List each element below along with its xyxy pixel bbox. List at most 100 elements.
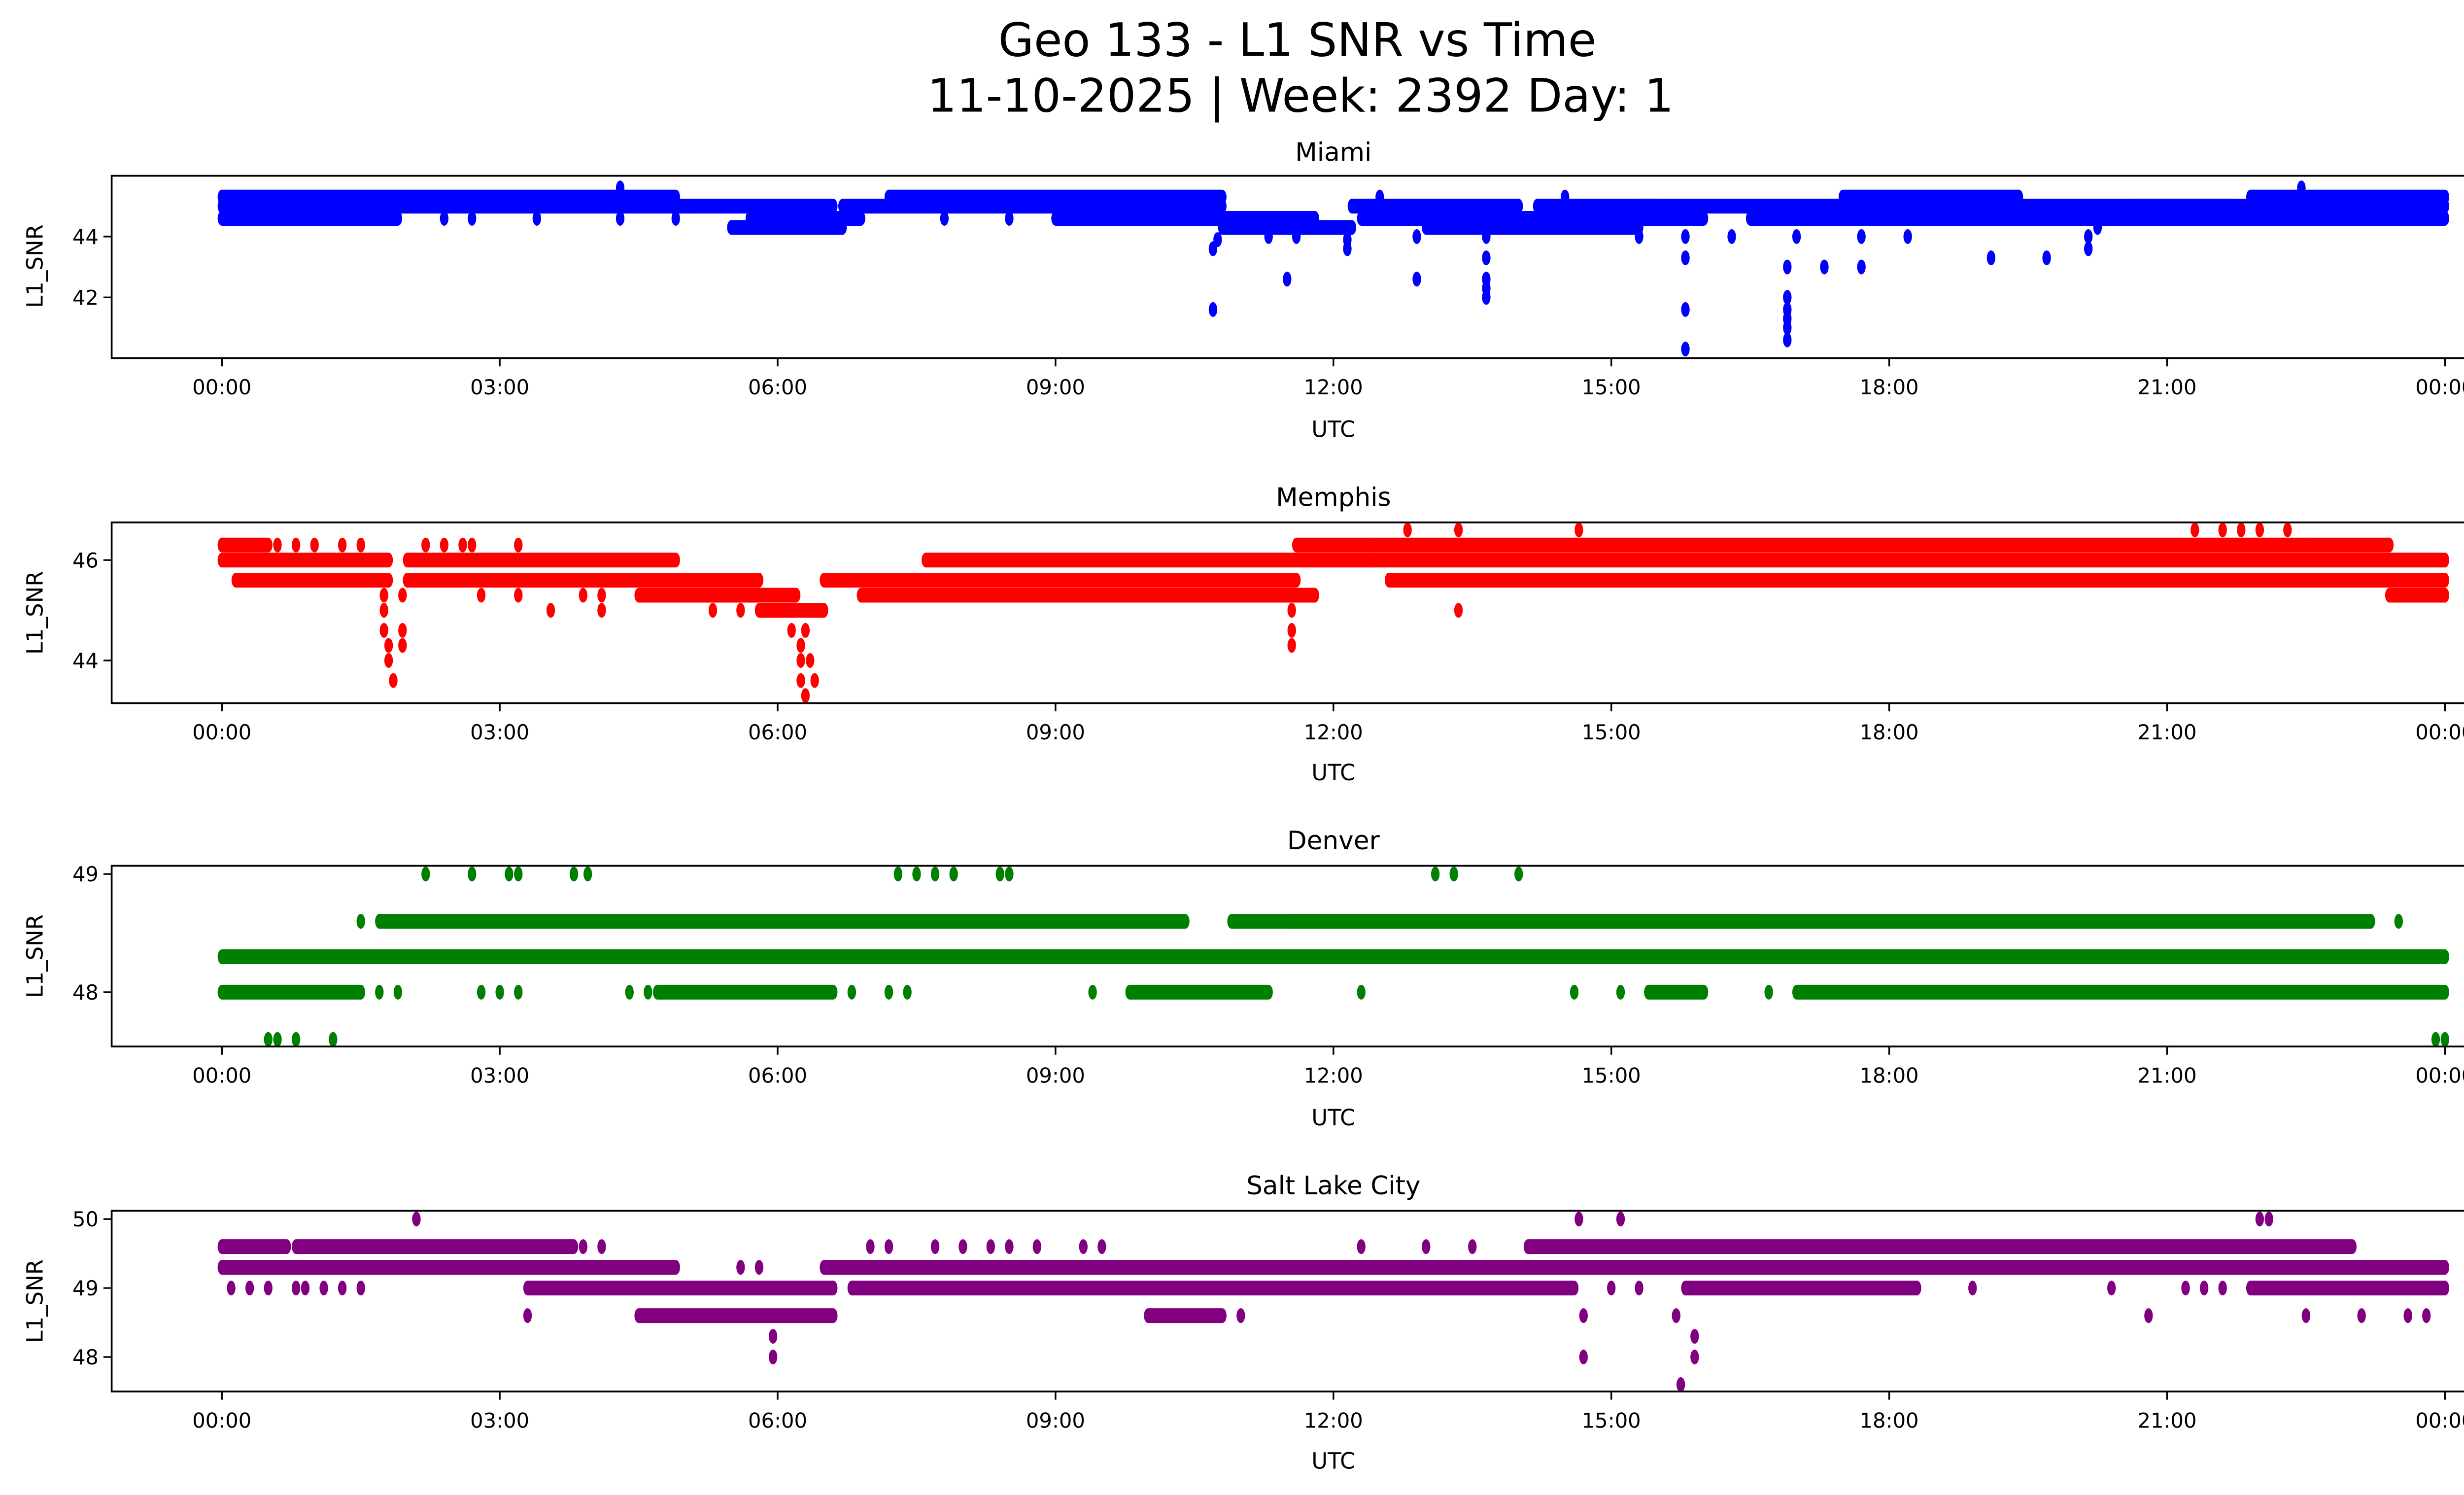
- scatter-point-10: [597, 1239, 606, 1254]
- x-axis-label: UTC: [1311, 417, 1355, 443]
- scatter-band-1: [217, 984, 365, 1000]
- scatter-point-32: [569, 867, 579, 882]
- scatter-band-9: [1144, 1308, 1227, 1323]
- scatter-band-19: [1838, 189, 2023, 205]
- scatter-band-8: [884, 189, 1227, 205]
- x-tick-label: 06:00: [748, 720, 807, 744]
- scatter-point-35: [912, 867, 921, 882]
- scatter-band-14: [1422, 220, 1643, 235]
- scatter-point-2: [440, 210, 449, 226]
- scatter-point-39: [1454, 522, 1463, 538]
- scatter-point-19: [1375, 189, 1384, 205]
- scatter-marks: [217, 180, 2450, 357]
- scatter-band-5: [1283, 914, 2375, 929]
- scatter-point-5: [2440, 1032, 2450, 1047]
- scatter-band-12: [1366, 537, 2311, 553]
- x-tick-label: 09:00: [1026, 1408, 1085, 1432]
- scatter-point-19: [958, 1239, 967, 1254]
- scatter-point-16: [1292, 229, 1301, 244]
- y-tick-label: 42: [72, 285, 99, 310]
- x-tick-label: 21:00: [2137, 1408, 2196, 1432]
- scatter-point-33: [583, 867, 592, 882]
- figure-title-line1: Geo 133 - L1 SNR vs Time: [998, 13, 1597, 67]
- scatter-point-42: [2181, 1281, 2190, 1296]
- scatter-band-9: [1051, 210, 1227, 226]
- x-tick-label: 03:00: [470, 1063, 529, 1087]
- scatter-point-10: [1005, 210, 1014, 226]
- scatter-point-12: [736, 1260, 745, 1275]
- scatter-band-3: [403, 553, 680, 568]
- x-tick-label: 12:00: [1304, 1408, 1363, 1432]
- scatter-point-25: [1236, 1308, 1245, 1323]
- scatter-point-6: [616, 210, 625, 226]
- scatter-point-16: [866, 1239, 875, 1254]
- scatter-point-28: [1561, 189, 1570, 205]
- scatter-point-3: [329, 1032, 338, 1047]
- scatter-point-31: [1579, 1308, 1588, 1323]
- scatter-point-21: [1005, 1239, 1014, 1254]
- x-tick-label: 18:00: [1860, 375, 1919, 399]
- scatter-point-28: [1468, 1239, 1477, 1254]
- scatter-point-52: [2297, 180, 2306, 196]
- scatter-point-41: [1574, 522, 1583, 538]
- scatter-point-33: [806, 653, 815, 668]
- y-axis-ticks: 48 49 50: [72, 1207, 112, 1369]
- scatter-point-34: [810, 673, 819, 688]
- x-tick-label: 21:00: [2137, 720, 2196, 744]
- scatter-band-4: [634, 1308, 838, 1323]
- scatter-point-45: [2255, 1212, 2264, 1227]
- scatter-point-40: [2107, 1281, 2116, 1296]
- x-axis-label: UTC: [1311, 1105, 1355, 1131]
- x-tick-label: 00:00: [2415, 1408, 2464, 1432]
- scatter-band-2: [217, 1260, 680, 1275]
- x-tick-label: 00:00: [192, 720, 251, 744]
- scatter-band-9: [922, 553, 1375, 568]
- scatter-marks: [217, 867, 2450, 1047]
- x-axis-label: UTC: [1311, 1448, 1355, 1474]
- x-tick-label: 15:00: [1582, 1408, 1641, 1432]
- scatter-point-21: [1764, 984, 1773, 1000]
- x-tick-label: 00:00: [192, 1063, 251, 1087]
- scatter-point-7: [356, 1281, 365, 1296]
- scatter-band-8: [856, 588, 1319, 603]
- scatter-band-11: [1218, 220, 1357, 235]
- scatter-band-3: [523, 1281, 838, 1296]
- scatter-point-4: [532, 210, 542, 226]
- scatter-point-19: [514, 537, 523, 553]
- scatter-point-2: [310, 537, 319, 553]
- x-tick-label: 06:00: [748, 1408, 807, 1432]
- scatter-point-32: [1681, 302, 1690, 317]
- scatter-point-23: [1079, 1239, 1088, 1254]
- scatter-point-51: [2093, 220, 2102, 235]
- scatter-band-21: [2246, 189, 2450, 205]
- scatter-band-22: [2144, 210, 2450, 226]
- scatter-point-40: [1454, 603, 1463, 618]
- scatter-band-13: [1366, 553, 2450, 568]
- y-tick-label: 49: [72, 1276, 99, 1300]
- scatter-point-28: [796, 638, 805, 653]
- y-tick-label: 46: [72, 548, 99, 572]
- scatter-point-14: [768, 1329, 778, 1344]
- scatter-point-1: [273, 1032, 282, 1047]
- scatter-point-43: [2218, 522, 2227, 538]
- scatter-point-17: [468, 537, 477, 553]
- scatter-band-0: [217, 949, 2450, 964]
- scatter-point-12: [1213, 232, 1222, 247]
- scatter-point-31: [514, 867, 523, 882]
- scatter-point-15: [440, 537, 449, 553]
- scatter-band-2: [375, 914, 1190, 929]
- scatter-point-35: [1287, 603, 1296, 618]
- scatter-point-16: [458, 537, 467, 553]
- x-tick-label: 21:00: [2137, 375, 2196, 399]
- scatter-point-37: [1287, 638, 1296, 653]
- y-axis-label: L1_SNR: [22, 1259, 48, 1343]
- scatter-point-3: [468, 210, 477, 226]
- scatter-point-14: [1264, 229, 1273, 244]
- scatter-point-27: [787, 623, 796, 638]
- scatter-point-48: [2042, 250, 2051, 266]
- scatter-point-8: [393, 984, 403, 1000]
- x-tick-label: 09:00: [1026, 375, 1085, 399]
- scatter-band-15: [2301, 537, 2394, 553]
- scatter-point-50: [2084, 241, 2093, 256]
- scatter-band-4: [690, 199, 838, 214]
